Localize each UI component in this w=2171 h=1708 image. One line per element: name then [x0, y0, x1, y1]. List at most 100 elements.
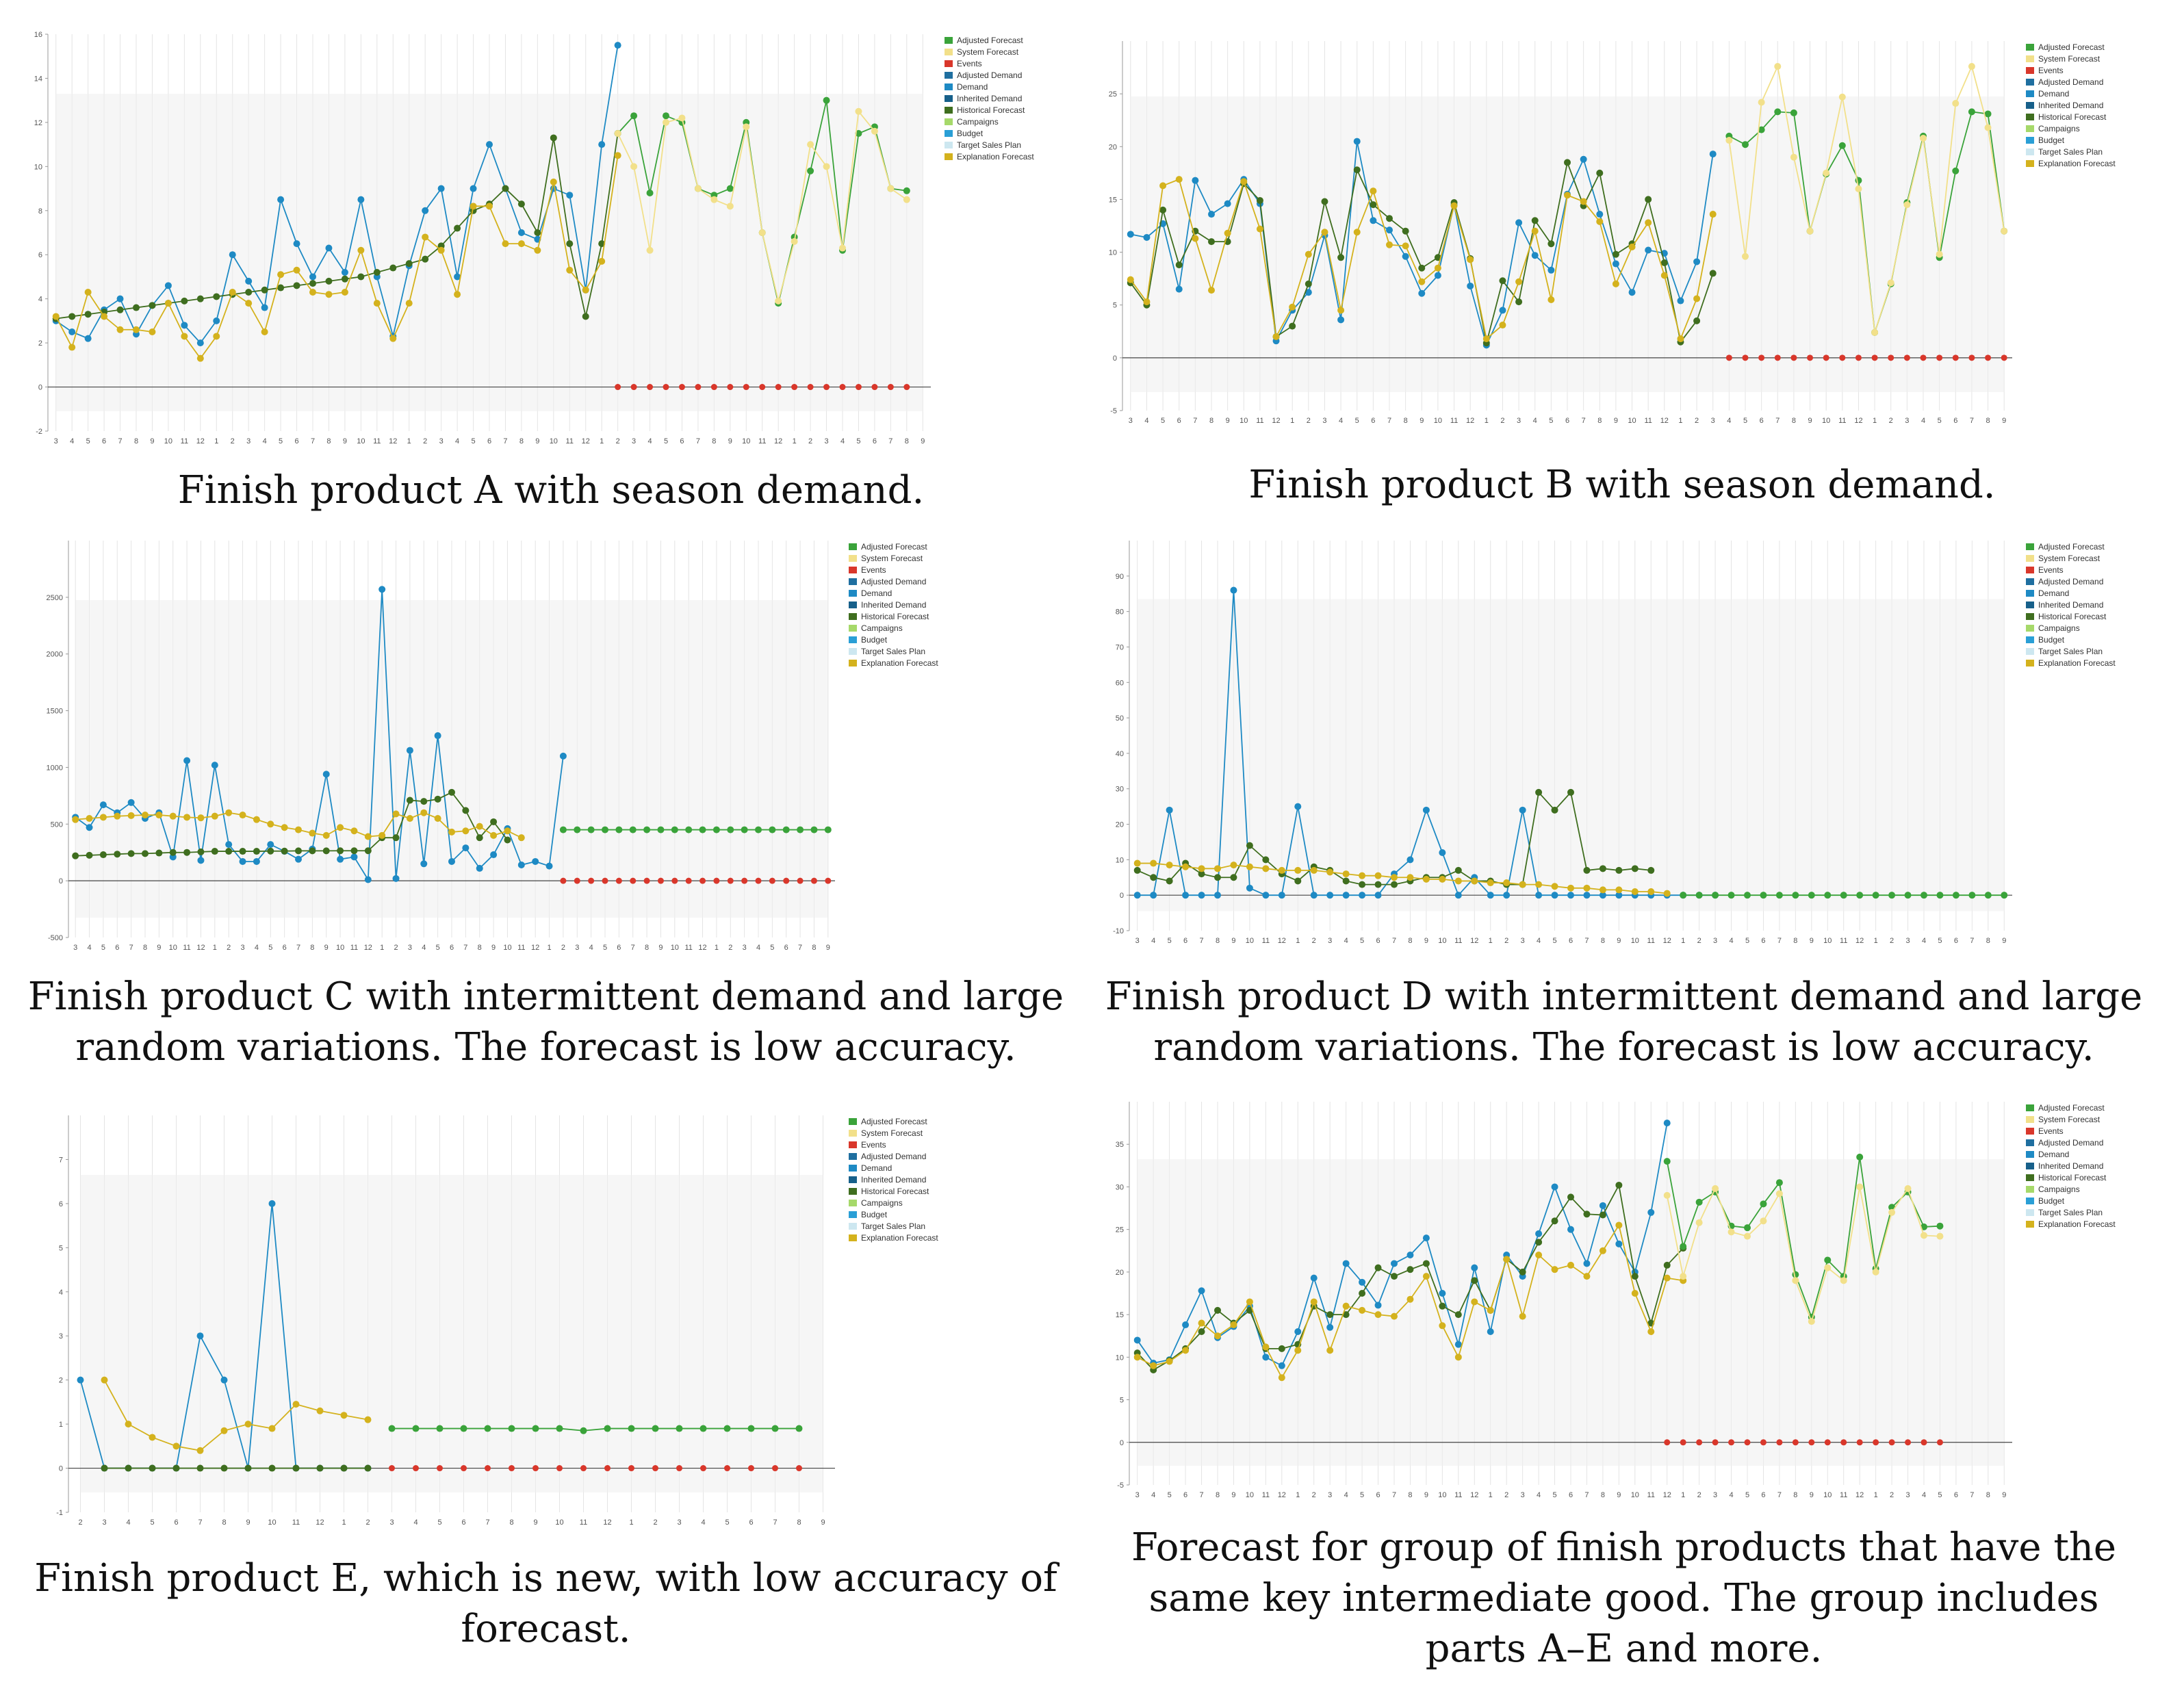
- data-point: [196, 1447, 204, 1454]
- data-point: [253, 848, 260, 855]
- x-tick-label: 6: [749, 1518, 753, 1527]
- data-point: [775, 297, 782, 305]
- x-tick-label: 5: [279, 437, 283, 445]
- x-tick-label: 2: [365, 1518, 370, 1527]
- data-point: [220, 1427, 228, 1434]
- data-point: [1454, 877, 1462, 885]
- data-point: [1359, 1290, 1366, 1297]
- data-point: [84, 289, 92, 296]
- x-tick-label: 12: [531, 944, 539, 952]
- data-point: [412, 1425, 420, 1432]
- legend-label: Demand: [2038, 1150, 2069, 1159]
- data-point: [86, 851, 93, 859]
- data-point: [1224, 229, 1231, 237]
- data-point: [239, 812, 246, 819]
- x-tick-label: 10: [1438, 937, 1446, 945]
- x-tick-label: 2: [1889, 417, 1893, 425]
- x-tick-label: 1: [629, 1518, 633, 1527]
- y-tick-label: 0: [1120, 1439, 1124, 1447]
- y-tick-label: 7: [59, 1156, 63, 1164]
- data-point: [406, 797, 413, 804]
- data-point: [486, 141, 493, 148]
- x-tick-label: 1: [1681, 1491, 1685, 1499]
- x-tick-label: 10: [1822, 417, 1830, 425]
- data-point: [364, 847, 372, 855]
- event-marker: [1742, 354, 1749, 361]
- data-point: [1198, 865, 1205, 872]
- legend-label: Budget: [957, 129, 984, 138]
- data-point: [181, 322, 188, 329]
- data-point: [116, 326, 124, 333]
- data-point: [1742, 253, 1749, 260]
- legend-label: Inherited Demand: [861, 1175, 926, 1185]
- y-tick-label: 20: [1109, 143, 1117, 151]
- data-point: [602, 826, 608, 833]
- data-point: [1198, 870, 1205, 878]
- x-tick-label: 10: [1631, 1491, 1639, 1499]
- event-marker: [1856, 1439, 1863, 1446]
- x-tick-label: 3: [1905, 1491, 1910, 1499]
- data-point: [1294, 877, 1302, 885]
- x-tick-label: 12: [1278, 937, 1286, 945]
- data-point: [1198, 1328, 1205, 1335]
- data-point: [484, 1425, 491, 1432]
- y-tick-label: 10: [1116, 856, 1124, 864]
- confidence-band: [75, 600, 828, 918]
- legend-label: System Forecast: [2038, 54, 2101, 64]
- data-point: [517, 834, 525, 842]
- x-tick-label: 12: [1470, 1491, 1478, 1499]
- y-tick-label: 0: [1120, 892, 1124, 900]
- data-point: [1920, 1232, 1927, 1239]
- data-point: [1936, 250, 1943, 258]
- legend-swatch: [2026, 1128, 2034, 1135]
- data-point: [101, 1376, 108, 1384]
- legend-label: System Forecast: [2038, 554, 2101, 563]
- x-tick-label: 6: [1569, 1491, 1573, 1499]
- data-point: [1695, 892, 1703, 899]
- data-point: [448, 788, 455, 796]
- x-tick-label: 3: [408, 944, 412, 952]
- data-point: [807, 167, 814, 174]
- data-point: [245, 289, 253, 296]
- data-point: [2001, 892, 2008, 899]
- data-point: [1888, 1208, 1896, 1216]
- data-point: [293, 266, 300, 274]
- x-tick-label: 4: [1151, 1491, 1155, 1499]
- event-marker: [1920, 1439, 1927, 1446]
- data-point: [1680, 1243, 1687, 1250]
- data-point: [213, 317, 220, 324]
- legend-swatch: [2026, 1198, 2034, 1204]
- data-point: [628, 1425, 635, 1432]
- data-point: [532, 1425, 539, 1432]
- x-tick-label: 5: [101, 944, 105, 952]
- data-point: [1531, 227, 1539, 235]
- data-point: [196, 339, 204, 347]
- x-tick-label: 11: [183, 944, 190, 952]
- x-tick-label: 2: [1697, 937, 1701, 945]
- data-point: [657, 826, 665, 833]
- data-point: [1872, 1268, 1879, 1276]
- data-point: [114, 812, 121, 820]
- x-tick-label: 1: [1489, 1491, 1493, 1499]
- event-marker: [532, 1465, 539, 1472]
- data-point: [114, 851, 121, 858]
- data-point: [823, 96, 830, 104]
- event-marker: [887, 384, 894, 391]
- legend-label: Inherited Demand: [957, 94, 1022, 103]
- data-point: [460, 1425, 467, 1432]
- data-point: [1580, 198, 1587, 205]
- data-point: [1166, 862, 1173, 869]
- data-point: [1159, 182, 1167, 190]
- y-tick-label: 10: [1109, 249, 1117, 257]
- data-point: [769, 826, 776, 833]
- x-tick-label: 3: [1905, 937, 1910, 945]
- data-point: [1515, 278, 1523, 285]
- data-point: [364, 876, 372, 883]
- data-point: [1391, 874, 1398, 881]
- x-tick-label: 1: [1296, 937, 1300, 945]
- data-point: [1337, 316, 1345, 324]
- data-point: [1680, 892, 1687, 899]
- x-tick-label: 1: [1874, 937, 1878, 945]
- event-marker: [855, 384, 862, 391]
- x-tick-label: 8: [1209, 417, 1213, 425]
